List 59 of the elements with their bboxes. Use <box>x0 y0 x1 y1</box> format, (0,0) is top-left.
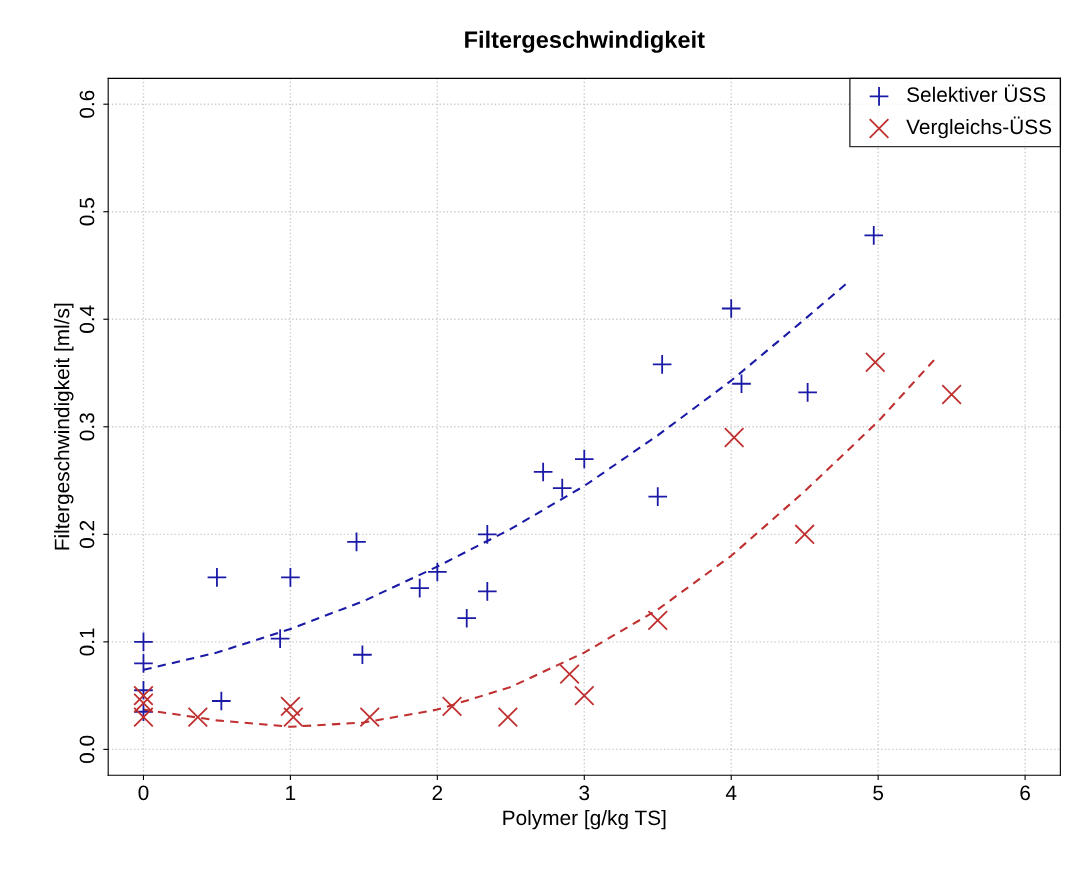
point <box>731 373 752 394</box>
y-axis-title: Filtergeschwindigkeit [ml/s] <box>54 303 74 550</box>
point <box>497 706 519 728</box>
x-tick-label: 6 <box>1020 785 1030 801</box>
point <box>346 531 367 553</box>
x-tick-label: 3 <box>579 785 590 801</box>
point <box>206 567 228 588</box>
legend-label: Selektiver ÜSS <box>907 84 1046 103</box>
point <box>133 706 154 728</box>
point <box>863 225 884 246</box>
point <box>133 680 154 701</box>
point <box>864 352 886 373</box>
y-tick-label: 0.4 <box>79 305 95 333</box>
x-tick-label: 2 <box>432 785 443 801</box>
point <box>532 461 554 483</box>
point <box>559 663 580 685</box>
point <box>574 448 595 470</box>
point <box>283 706 304 728</box>
point <box>574 685 595 706</box>
point <box>794 524 815 545</box>
point <box>133 701 154 722</box>
point <box>280 567 301 588</box>
y-tick-label: 0.0 <box>79 735 95 764</box>
point <box>211 690 232 712</box>
point <box>187 706 209 728</box>
point <box>456 607 477 629</box>
point <box>427 561 448 583</box>
point <box>797 382 818 403</box>
point <box>941 384 962 405</box>
y-tick-label: 0.6 <box>79 90 95 118</box>
point <box>647 486 668 507</box>
y-tick-label: 0.1 <box>79 628 95 656</box>
x-tick-label: 4 <box>725 785 737 801</box>
chart-title: Filtergeschwindigkeit <box>465 30 705 53</box>
point <box>552 477 573 499</box>
point <box>359 706 380 728</box>
point <box>269 628 291 649</box>
point <box>280 696 301 717</box>
point <box>133 631 154 653</box>
x-tick-label: 0 <box>138 785 149 801</box>
y-tick-label: 0.2 <box>79 520 95 548</box>
y-tick-label: 0.3 <box>79 413 95 441</box>
point <box>723 427 745 448</box>
point <box>651 354 673 375</box>
y-tick-label: 0.5 <box>79 198 95 226</box>
point <box>133 653 154 674</box>
legend-label: Vergleichs-ÜSS <box>906 116 1052 139</box>
point <box>441 696 463 717</box>
point <box>477 581 498 602</box>
point <box>647 610 668 631</box>
x-axis-title: Polymer [g/kg TS] <box>503 809 666 830</box>
point <box>133 685 154 706</box>
x-tick-label: 1 <box>286 785 296 801</box>
point <box>720 298 742 319</box>
x-tick-label: 5 <box>873 785 884 801</box>
point <box>409 577 430 599</box>
point <box>133 692 154 714</box>
point <box>352 644 373 665</box>
point <box>477 524 498 545</box>
